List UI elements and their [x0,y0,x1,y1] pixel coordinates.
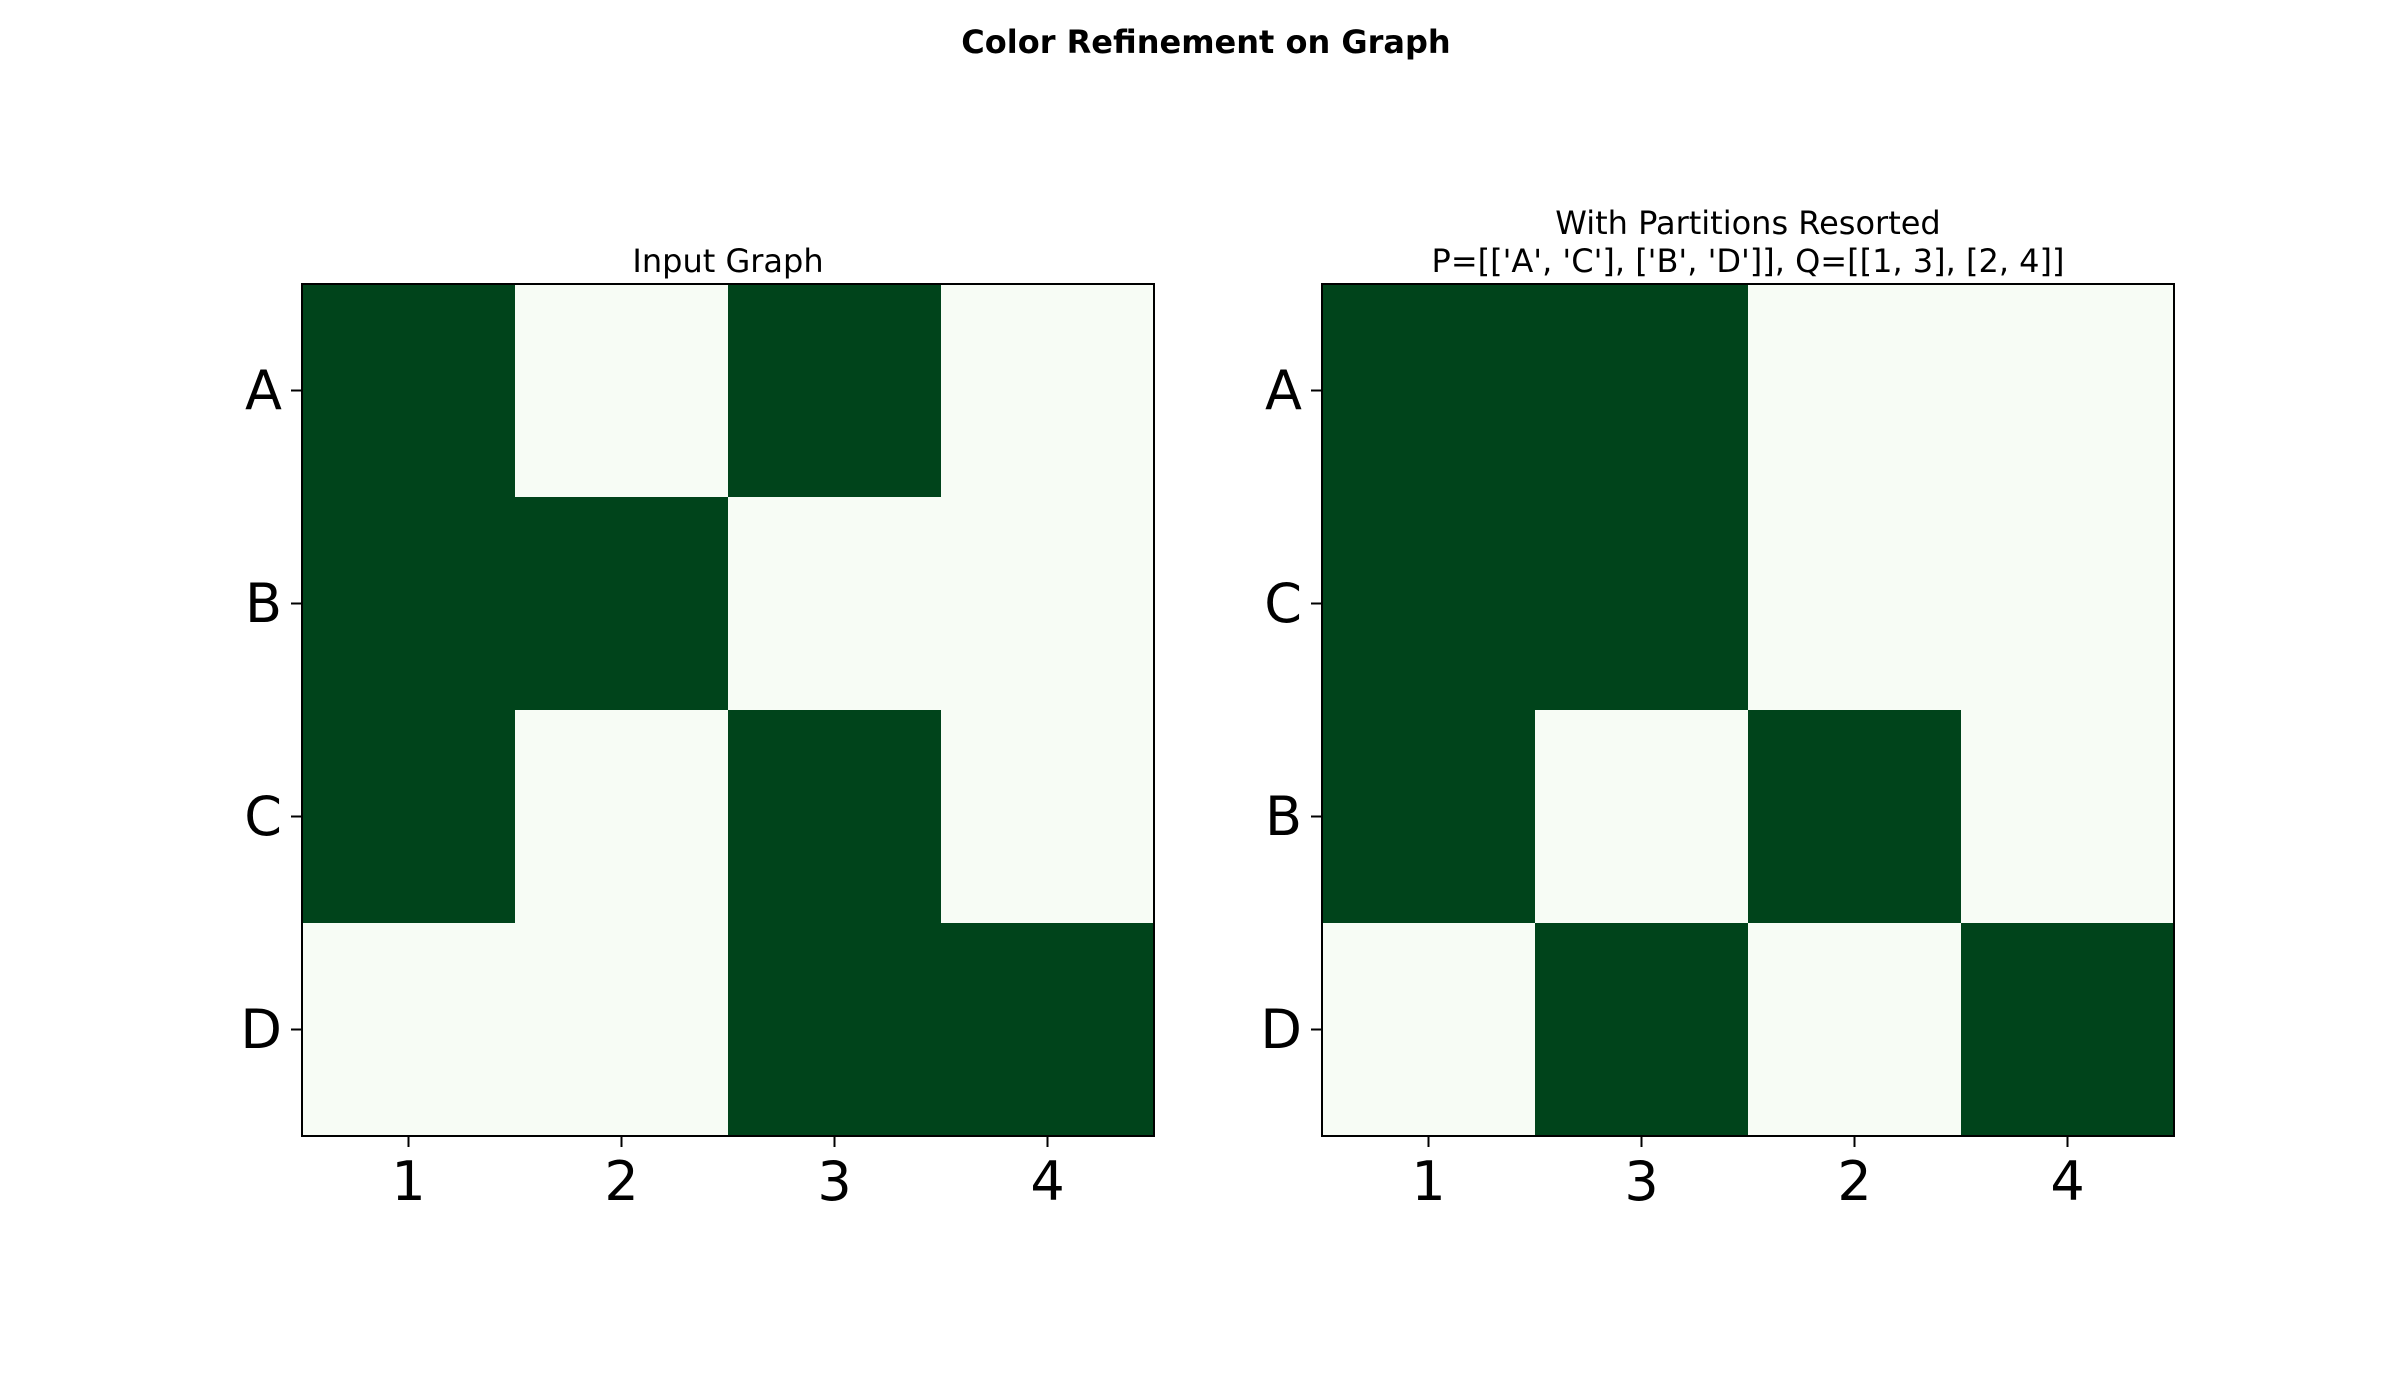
y-tick-label-C: C [1264,572,1302,635]
heatmap-cell-B-4 [1961,710,2175,924]
heatmap-cell-D-3 [1535,923,1749,1137]
heatmap-cell-B-3 [1535,710,1749,924]
axes-title-line-2: P=[['A', 'C'], ['B', 'D']], Q=[[1, 3], [… [1432,242,2065,280]
heatmap-cell-A-1 [302,284,516,498]
heatmap-cell-C-1 [302,710,516,924]
x-tick-label-4: 4 [2050,1150,2084,1213]
heatmap-cell-A-3 [1535,284,1749,498]
axes-frame [1321,283,2175,1137]
axes-title-line-1: Input Graph [632,242,823,280]
heatmap-cell-A-2 [1748,284,1962,498]
x-tick-label-1: 1 [391,1150,425,1213]
figure-title: Color Refinement on Graph [961,23,1450,61]
y-tick-label-B: B [245,572,282,635]
heatmap-panel-input-graph: A B C D 1 2 3 4 Input Graph [240,242,1155,1213]
y-tick-label-D: D [240,998,282,1061]
heatmap-cell-C-4 [941,710,1155,924]
y-tick-label-B: B [1265,785,1302,848]
y-tick-label-C: C [244,785,282,848]
heatmap-cell-C-1 [1322,497,1536,711]
heatmap-cell-B-3 [728,497,942,711]
heatmap-cell-C-2 [515,710,729,924]
heatmap-cell-C-3 [1535,497,1749,711]
x-tick-label-2: 2 [604,1150,638,1213]
heatmap-cell-D-2 [1748,923,1962,1137]
x-tick-label-2: 2 [1837,1150,1871,1213]
heatmap-panel-partitions-resorted: A C B D 1 3 2 4 With Partitions ResortedP=[['A',… [1260,204,2175,1213]
x-tick-label-1: 1 [1411,1150,1445,1213]
heatmap-cell-B-2 [515,497,729,711]
heatmap-cell-B-2 [1748,710,1962,924]
axes-title-line-1: With Partitions Resorted [1555,204,1940,242]
heatmap-cell-A-2 [515,284,729,498]
heatmap-cell-A-4 [941,284,1155,498]
heatmap-cell-D-3 [728,923,942,1137]
heatmap-cell-B-1 [1322,710,1536,924]
x-tick-label-3: 3 [817,1150,851,1213]
y-tick-label-A: A [245,359,282,422]
heatmap-cell-D-2 [515,923,729,1137]
heatmap-cell-C-3 [728,710,942,924]
heatmap-cell-D-4 [941,923,1155,1137]
heatmap-cell-D-1 [302,923,516,1137]
axes-frame [301,283,1155,1137]
heatmap-cell-C-2 [1748,497,1962,711]
heatmap-cell-A-3 [728,284,942,498]
y-tick-label-A: A [1265,359,1302,422]
x-tick-label-4: 4 [1030,1150,1064,1213]
heatmap-cell-A-4 [1961,284,2175,498]
y-tick-label-D: D [1260,998,1302,1061]
heatmap-cell-B-4 [941,497,1155,711]
heatmap-cell-D-1 [1322,923,1536,1137]
heatmap-cell-D-4 [1961,923,2175,1137]
heatmap-cell-B-1 [302,497,516,711]
heatmap-cell-A-1 [1322,284,1536,498]
x-tick-label-3: 3 [1624,1150,1658,1213]
heatmap-cell-C-4 [1961,497,2175,711]
